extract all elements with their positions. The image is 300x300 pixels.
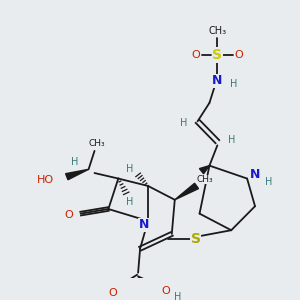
Text: S: S [212, 48, 222, 62]
Text: N: N [250, 168, 260, 182]
Text: S: S [190, 232, 201, 247]
Text: H: H [71, 157, 78, 167]
Text: H: H [127, 164, 134, 174]
Text: N: N [212, 74, 223, 87]
Text: H: H [228, 135, 235, 145]
Text: O: O [108, 288, 117, 298]
Text: H: H [265, 177, 273, 187]
Text: N: N [139, 218, 149, 231]
Text: O: O [191, 50, 200, 60]
Text: H: H [127, 196, 134, 207]
Text: H: H [230, 79, 237, 88]
Text: O: O [235, 50, 244, 60]
Text: CH₃: CH₃ [196, 175, 213, 184]
Text: H: H [174, 292, 182, 300]
Text: CH₃: CH₃ [88, 139, 105, 148]
Text: O: O [64, 209, 73, 220]
Polygon shape [200, 166, 209, 174]
Text: O: O [161, 286, 170, 296]
Text: HO: HO [37, 176, 54, 185]
Polygon shape [175, 183, 199, 200]
Polygon shape [66, 169, 88, 180]
Text: H: H [180, 118, 188, 128]
Text: CH₃: CH₃ [208, 26, 226, 36]
